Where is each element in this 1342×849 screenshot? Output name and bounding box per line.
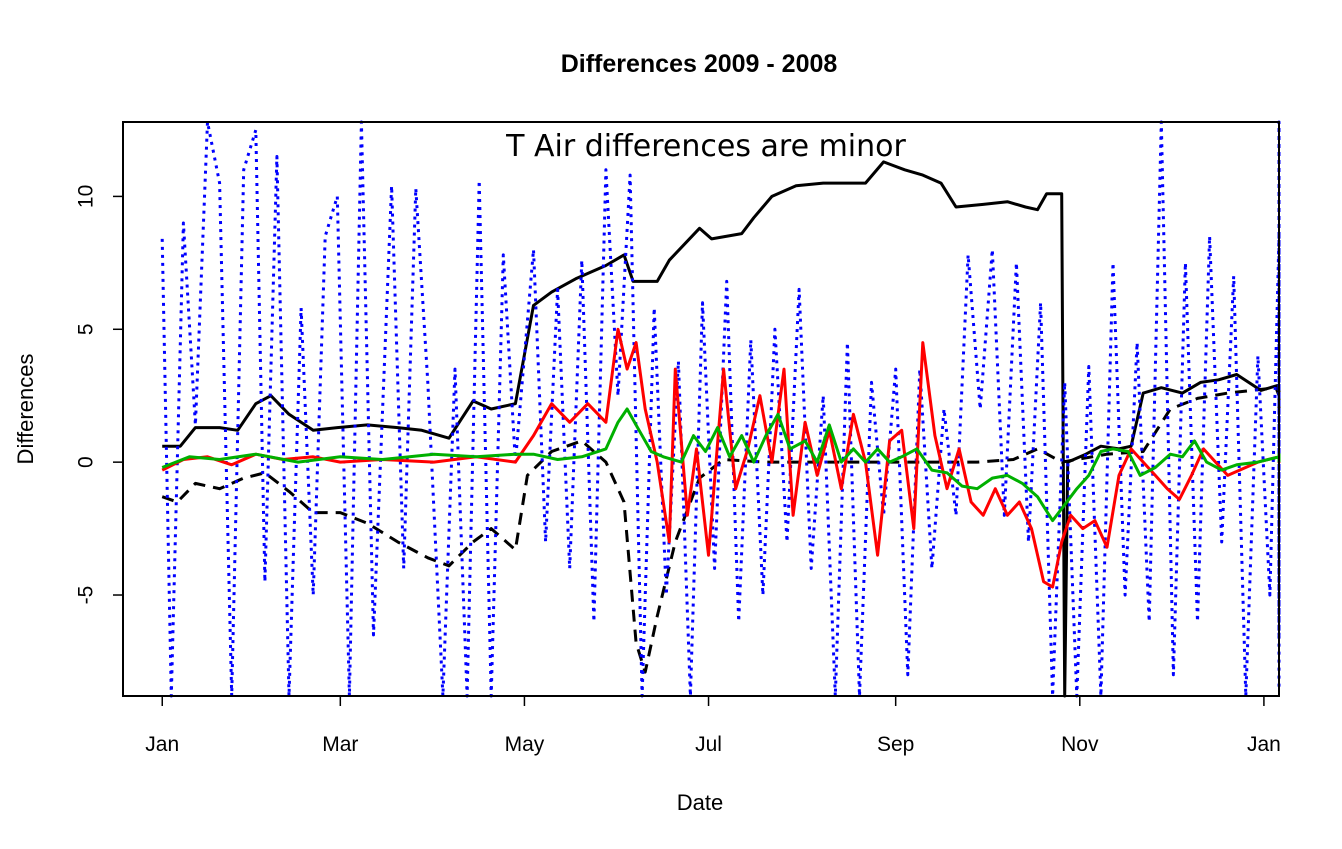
series-line-5 [161,407,1281,523]
chart-title: Differences 2009 - 2008 [561,50,838,78]
y-axis-label: Differences [13,354,38,465]
chart-annotation: T Air differences are minor [505,129,906,164]
y-tick-label: 10 [75,185,98,208]
x-axis-label: Date [677,790,723,815]
x-axis: Jan Mar May Jul Sep Nov Jan [145,695,1281,756]
series-line-2 [161,386,1281,674]
x-tick-label: Jul [695,733,722,756]
plot-series [160,120,1281,698]
series-line-1 [162,160,1281,698]
y-tick-label: 0 [75,456,98,468]
y-tick-label: -5 [75,586,98,605]
x-tick-label: Jan [1247,733,1281,756]
y-tick-label: 5 [75,323,98,335]
y-axis: -5 0 5 10 [75,185,124,605]
x-tick-label: Nov [1061,733,1099,756]
x-tick-label: May [505,733,545,756]
x-tick-label: Jan [145,733,179,756]
series-line-3 [160,120,1281,698]
series-line-4 [161,327,1281,589]
x-tick-label: Mar [322,733,358,756]
plot-frame [122,121,1280,697]
x-tick-label: Sep [877,733,914,756]
